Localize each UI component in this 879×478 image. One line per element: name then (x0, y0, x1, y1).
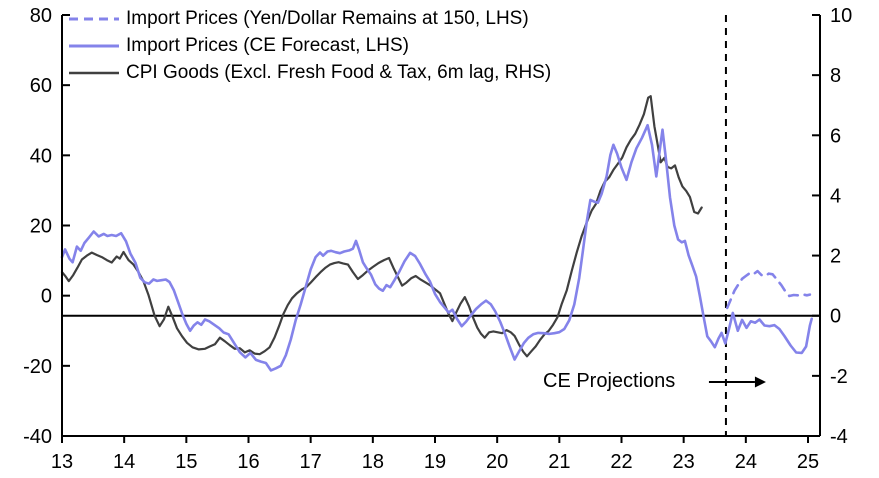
left-axis-tick-label: 20 (30, 216, 52, 238)
x-axis-tick-label: 21 (548, 451, 570, 473)
legend-label: Import Prices (Yen/Dollar Remains at 150… (126, 8, 529, 29)
right-axis-tick-label: 0 (830, 306, 841, 328)
left-axis-tick-label: -40 (23, 426, 52, 448)
x-axis-tick-label: 17 (300, 451, 322, 473)
x-axis-tick-label: 13 (51, 451, 73, 473)
right-axis-tick-label: 2 (830, 246, 841, 268)
left-axis-tick-label: -20 (23, 356, 52, 378)
right-arrow-icon (754, 376, 766, 388)
x-axis-tick-label: 22 (610, 451, 632, 473)
series-line-1 (60, 123, 814, 372)
legend-label: Import Prices (CE Forecast, LHS) (126, 35, 409, 56)
left-axis-tick-label: 80 (30, 5, 52, 27)
x-axis-tick-label: 14 (113, 451, 135, 473)
x-axis-tick-label: 25 (797, 451, 819, 473)
x-axis-tick-label: 24 (735, 451, 757, 473)
legend-item: CPI Goods (Excl. Fresh Food & Tax, 6m la… (68, 59, 551, 86)
x-axis-tick-label: 19 (424, 451, 446, 473)
legend: Import Prices (Yen/Dollar Remains at 150… (68, 5, 551, 86)
x-axis-tick-label: 15 (175, 451, 197, 473)
dashed-line-marker-icon (69, 17, 119, 20)
left-axis-tick-label: 60 (30, 75, 52, 97)
solid-line-marker-icon (69, 71, 119, 74)
legend-label: CPI Goods (Excl. Fresh Food & Tax, 6m la… (126, 62, 552, 83)
left-axis-tick-label: 0 (41, 286, 52, 308)
right-axis-tick-label: -4 (830, 426, 848, 448)
series-line-0 (725, 269, 812, 310)
legend-item: Import Prices (CE Forecast, LHS) (68, 32, 551, 59)
solid-line-marker-icon (69, 44, 119, 47)
x-axis-tick-label: 20 (486, 451, 508, 473)
right-axis-tick-label: -2 (830, 366, 848, 388)
legend-item: Import Prices (Yen/Dollar Remains at 150… (68, 5, 551, 32)
right-axis-tick-label: 6 (830, 125, 841, 147)
right-axis-tick-label: 10 (830, 5, 852, 27)
x-axis-tick-label: 16 (237, 451, 259, 473)
left-axis-tick-label: 40 (30, 145, 52, 167)
right-axis-tick-label: 4 (830, 185, 841, 207)
right-axis-tick-label: 8 (830, 65, 841, 87)
x-axis-tick-label: 18 (362, 451, 384, 473)
series-line-2 (60, 95, 703, 358)
projection-annotation-label: CE Projections (543, 370, 676, 392)
x-axis-tick-label: 23 (673, 451, 695, 473)
